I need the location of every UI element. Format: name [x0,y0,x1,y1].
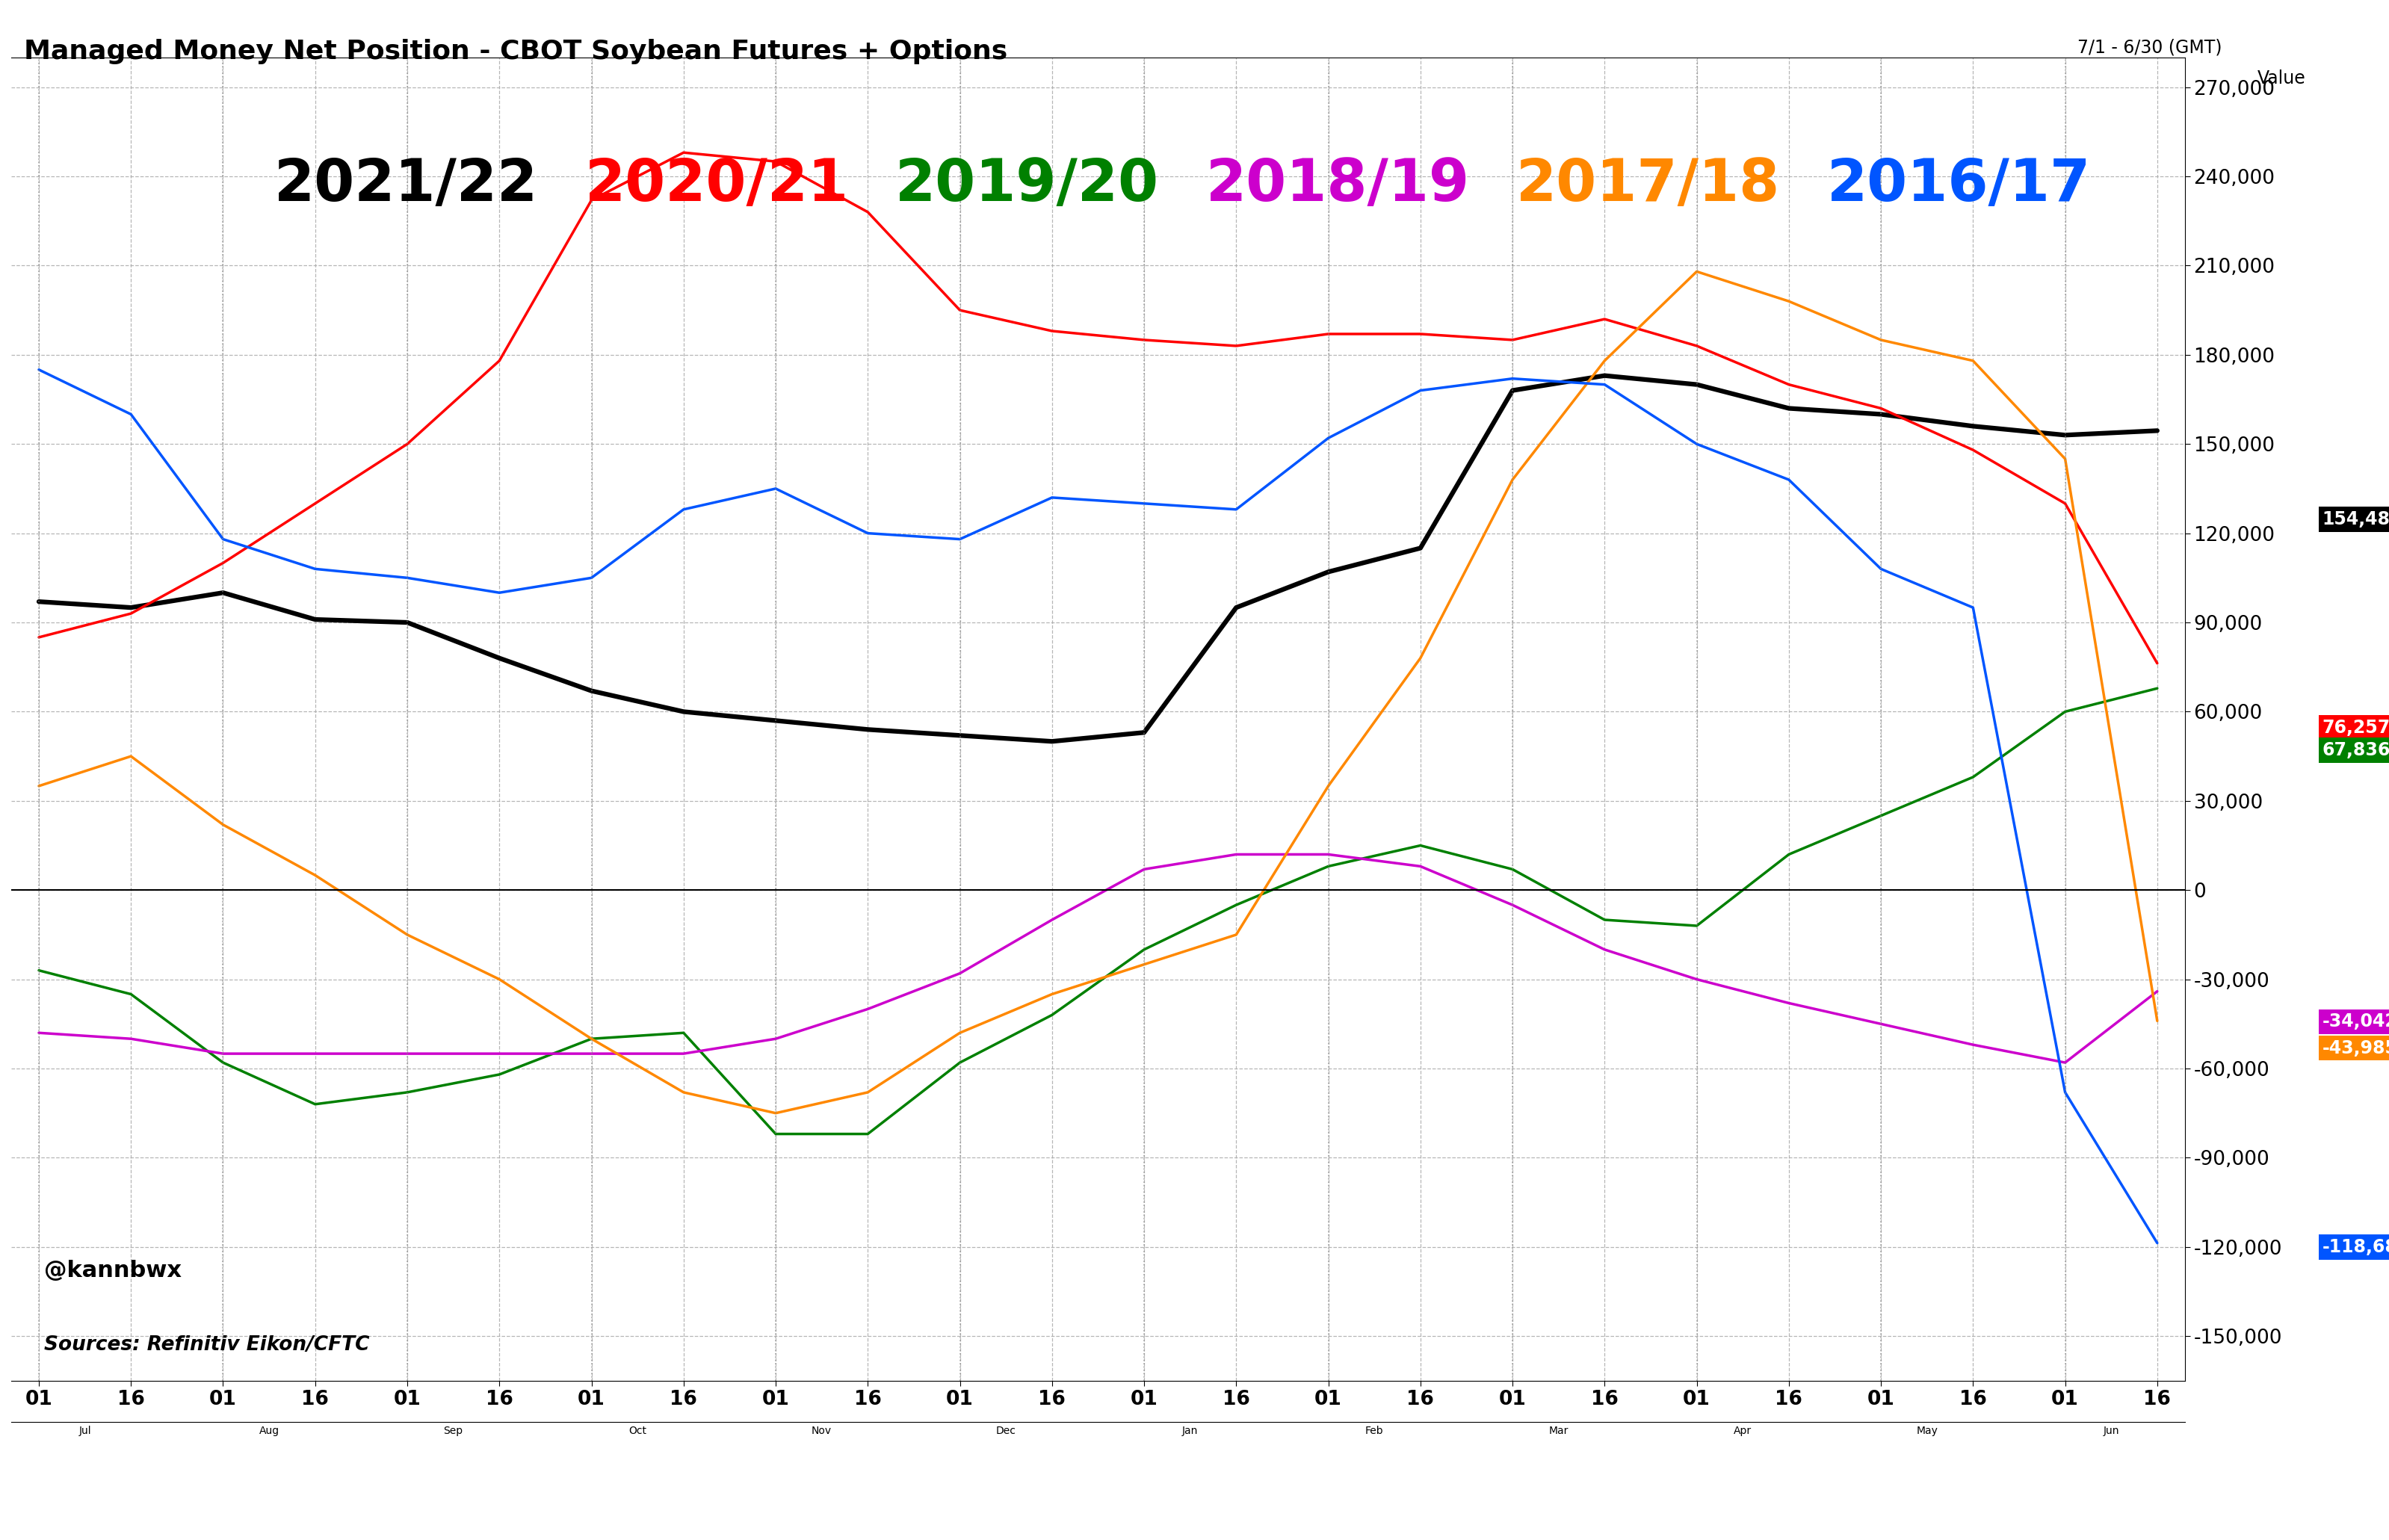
Text: 2017/18: 2017/18 [1517,157,1780,213]
Text: 2020/21: 2020/21 [585,157,848,213]
Text: 154,488: 154,488 [2322,510,2389,528]
Text: 7/1 - 6/30 (GMT): 7/1 - 6/30 (GMT) [2076,39,2222,57]
Text: -43,985: -43,985 [2322,1040,2389,1056]
Text: 2016/17: 2016/17 [1828,157,2090,213]
Text: 2018/19: 2018/19 [1206,157,1469,213]
Text: Value: Value [2258,69,2305,88]
Text: 2021/22: 2021/22 [275,157,538,213]
Text: Managed Money Net Position - CBOT Soybean Futures + Options: Managed Money Net Position - CBOT Soybea… [24,39,1008,63]
Text: 2019/20: 2019/20 [896,157,1159,213]
Text: -118,683: -118,683 [2322,1238,2389,1257]
Text: 76,257: 76,257 [2322,719,2389,736]
Text: Sources: Refinitiv Eikon/CFTC: Sources: Refinitiv Eikon/CFTC [43,1335,370,1354]
Text: @kannbwx: @kannbwx [43,1260,182,1281]
Text: -34,042: -34,042 [2322,1013,2389,1030]
Text: 67,836: 67,836 [2322,741,2389,759]
